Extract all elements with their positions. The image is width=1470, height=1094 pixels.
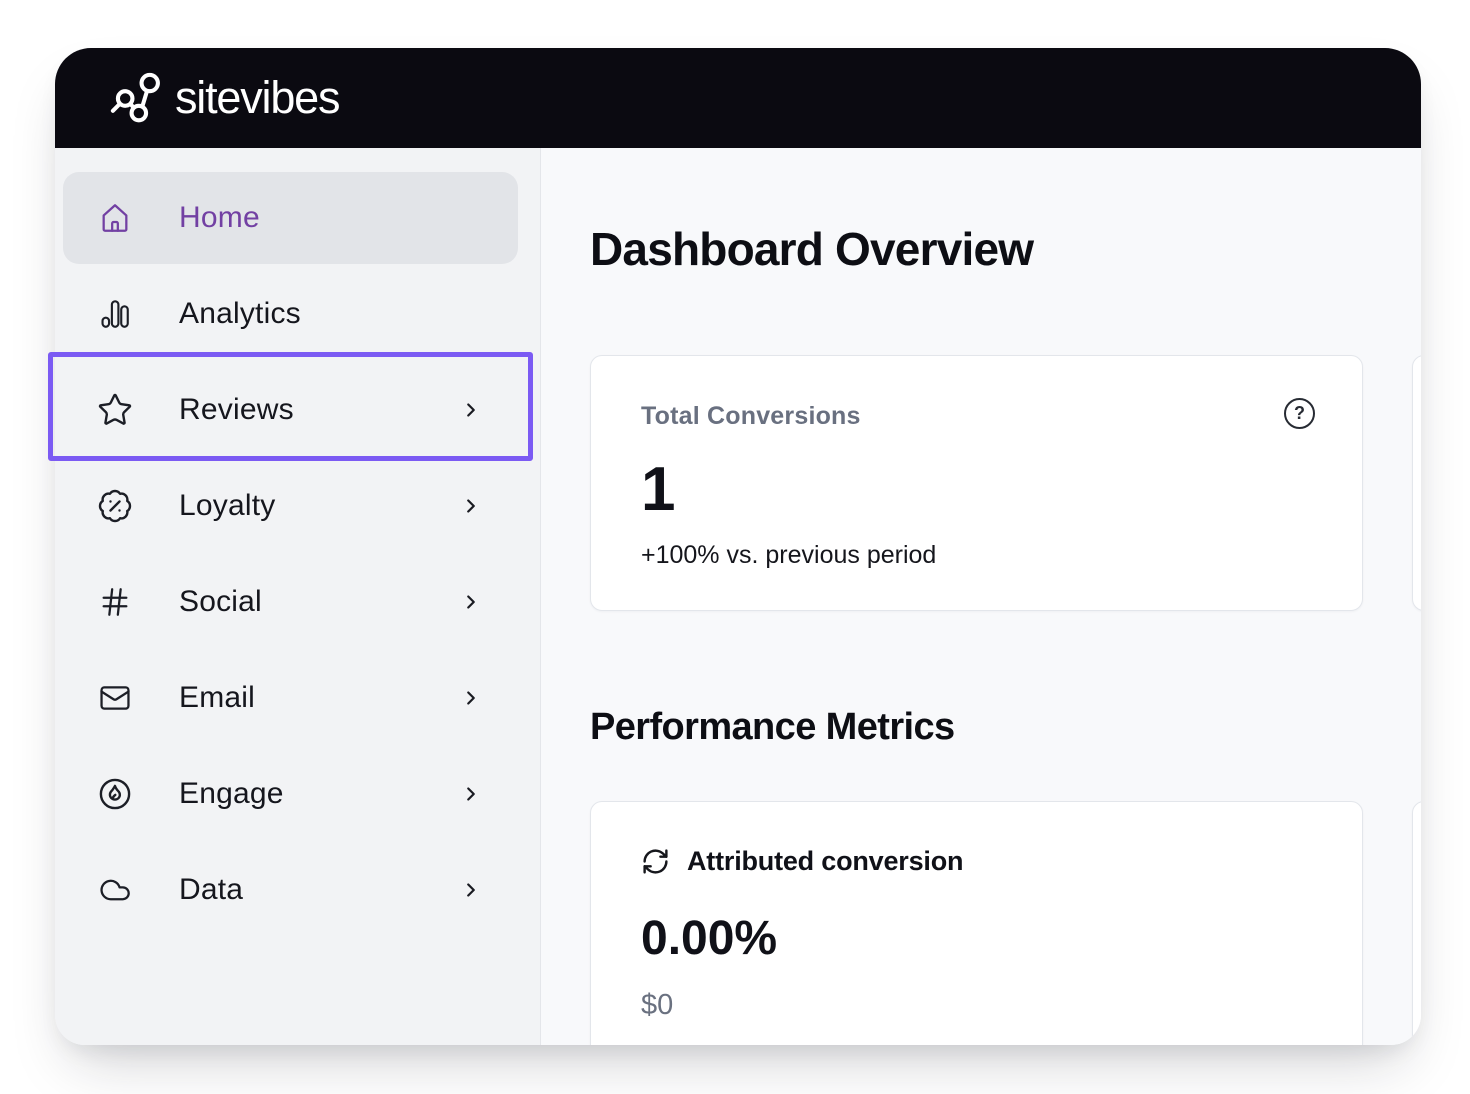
sidebar-item-data[interactable]: Data <box>55 842 540 938</box>
card-header: Attributed conversion <box>641 846 1312 877</box>
sidebar-item-social[interactable]: Social <box>55 554 540 650</box>
window-body: Home Analytics <box>55 148 1421 1045</box>
card-header: Total Conversions <box>641 402 1312 431</box>
chevron-right-icon <box>460 783 482 805</box>
bar-chart-icon <box>97 296 133 332</box>
total-conversions-card: Total Conversions ? 1 +100% vs. previous… <box>590 355 1363 611</box>
card-label: Total Conversions <box>641 402 861 430</box>
brand-name: sitevibes <box>175 72 340 123</box>
chevron-right-icon <box>460 399 482 421</box>
sidebar-item-label: Data <box>179 873 244 906</box>
chevron-right-icon <box>460 591 482 613</box>
brand: sitevibes <box>107 72 340 125</box>
sidebar-item-email[interactable]: Email <box>55 650 540 746</box>
refresh-icon <box>643 849 668 874</box>
home-icon <box>97 200 133 236</box>
hashtag-icon <box>97 584 133 620</box>
chevron-right-icon <box>460 495 482 517</box>
sidebar-item-label: Loyalty <box>179 489 276 522</box>
sidebar-item-label: Home <box>179 201 260 234</box>
main-content: Dashboard Overview Total Conversions ? 1… <box>541 148 1421 1045</box>
attributed-conversion-card: Attributed conversion 0.00% $0 <box>590 801 1363 1045</box>
sidebar-item-label: Analytics <box>179 297 301 330</box>
chevron-right-icon <box>460 687 482 709</box>
stat-delta: +100% vs. previous period <box>641 541 937 569</box>
sidebar-item-label: Social <box>179 585 262 618</box>
sidebar-item-reviews[interactable]: Reviews <box>55 362 540 458</box>
badge-percent-icon <box>97 488 133 524</box>
sidebar-item-label: Reviews <box>179 393 294 426</box>
stat-value: 1 <box>641 455 676 524</box>
cloud-icon <box>97 872 133 908</box>
chevron-right-icon <box>460 879 482 901</box>
partial-card-top <box>1412 355 1421 611</box>
sidebar-item-analytics[interactable]: Analytics <box>55 266 540 362</box>
sidebar-item-engage[interactable]: Engage <box>55 746 540 842</box>
mail-icon <box>97 680 133 716</box>
sidebar-item-home[interactable]: Home <box>55 170 540 266</box>
app-header: sitevibes <box>55 48 1421 148</box>
app-window: sitevibes Home <box>55 48 1421 1045</box>
sidebar-item-label: Engage <box>179 777 284 810</box>
metric-label: Attributed conversion <box>687 846 964 876</box>
flame-icon <box>97 776 133 812</box>
section-title: Performance Metrics <box>590 706 955 748</box>
help-circle-icon[interactable]: ? <box>1284 398 1315 429</box>
sitevibes-logo-icon <box>110 72 160 122</box>
partial-card-bottom <box>1412 801 1421 1045</box>
metric-value: 0.00% <box>641 912 778 965</box>
star-icon <box>97 392 133 428</box>
sidebar: Home Analytics <box>55 148 541 1045</box>
sidebar-item-loyalty[interactable]: Loyalty <box>55 458 540 554</box>
page-title: Dashboard Overview <box>590 223 1034 275</box>
sidebar-item-label: Email <box>179 681 256 714</box>
metric-sub-value: $0 <box>641 989 674 1021</box>
